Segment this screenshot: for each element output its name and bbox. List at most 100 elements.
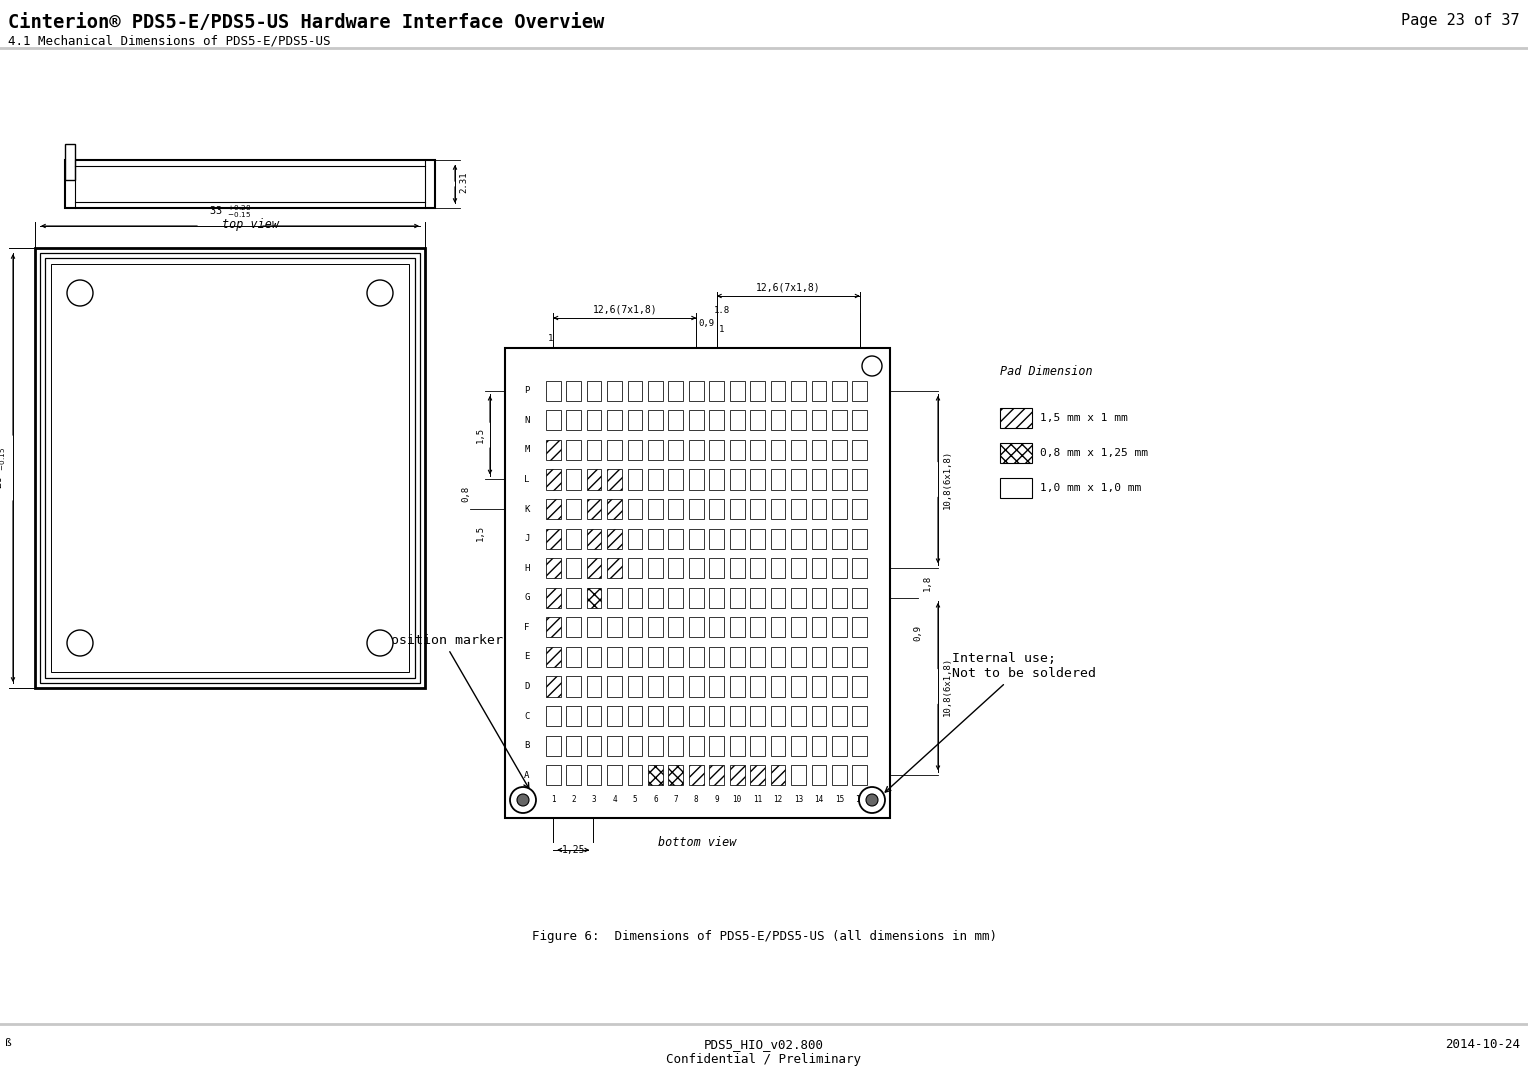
Bar [689,618,703,637]
Bar [750,558,766,578]
Bar [831,765,847,785]
Bar [709,469,724,489]
Bar [607,735,622,756]
Bar [770,528,785,549]
Bar [792,411,805,430]
Bar [607,440,622,460]
Text: A: A [524,771,530,779]
Bar [792,588,805,608]
Bar [648,558,663,578]
Circle shape [367,630,393,657]
Text: ß: ß [5,1038,12,1048]
Bar [628,499,642,520]
Bar [66,160,435,208]
Text: N: N [524,416,530,425]
Bar [545,765,561,785]
Bar [648,588,663,608]
Circle shape [516,794,529,806]
Bar [792,528,805,549]
Bar [709,765,724,785]
Bar [628,411,642,430]
Bar [750,677,766,696]
Bar [730,765,744,785]
Bar [792,706,805,727]
Bar [628,735,642,756]
Text: 1: 1 [720,324,724,334]
Bar [770,706,785,727]
Bar [750,588,766,608]
Bar [587,677,602,696]
Bar [587,469,602,489]
Circle shape [859,787,885,813]
Bar [853,499,866,520]
Bar [689,440,703,460]
Bar [853,618,866,637]
Bar [853,469,866,489]
Bar [853,411,866,430]
Bar [567,706,581,727]
Bar [853,677,866,696]
Bar [811,618,827,637]
Text: J: J [524,534,530,543]
Bar [811,765,827,785]
Bar [750,469,766,489]
Bar [792,765,805,785]
Bar [770,381,785,401]
Circle shape [67,630,93,657]
Bar [607,647,622,667]
Bar [750,411,766,430]
Bar [811,735,827,756]
Bar [668,528,683,549]
Text: Figure 6:  Dimensions of PDS5-E/PDS5-US (all dimensions in mm): Figure 6: Dimensions of PDS5-E/PDS5-US (… [532,930,996,943]
Bar [668,735,683,756]
Bar [668,499,683,520]
Bar [668,381,683,401]
Bar [811,558,827,578]
Bar [587,381,602,401]
Bar [607,381,622,401]
Text: 14: 14 [814,794,824,804]
Bar [607,528,622,549]
Bar [567,618,581,637]
Bar [668,558,683,578]
Bar [750,381,766,401]
Text: 1: 1 [552,794,556,804]
Bar [730,469,744,489]
Bar [587,440,602,460]
Bar [831,440,847,460]
Bar [831,677,847,696]
Bar [709,558,724,578]
Circle shape [510,787,536,813]
Bar [567,411,581,430]
Text: 6: 6 [652,794,657,804]
Bar [770,588,785,608]
Bar [587,558,602,578]
Text: PDS5_HIO_v02.800
Confidential / Preliminary: PDS5_HIO_v02.800 Confidential / Prelimin… [666,1038,862,1066]
Text: 3: 3 [591,794,596,804]
Circle shape [67,280,93,306]
Bar [811,677,827,696]
Bar [689,765,703,785]
Bar [628,765,642,785]
Bar [567,588,581,608]
Bar [545,469,561,489]
Text: 7: 7 [674,794,678,804]
Bar [66,144,75,180]
Text: 15: 15 [834,794,843,804]
Bar [567,558,581,578]
Bar [750,735,766,756]
Bar [831,706,847,727]
Bar [770,677,785,696]
Bar [792,735,805,756]
Bar [750,528,766,549]
Bar [831,411,847,430]
Bar [750,440,766,460]
Bar [853,706,866,727]
Bar [730,528,744,549]
Bar [770,469,785,489]
Bar [587,528,602,549]
Bar [587,411,602,430]
Bar [730,588,744,608]
Text: 5: 5 [633,794,637,804]
Bar [587,706,602,727]
